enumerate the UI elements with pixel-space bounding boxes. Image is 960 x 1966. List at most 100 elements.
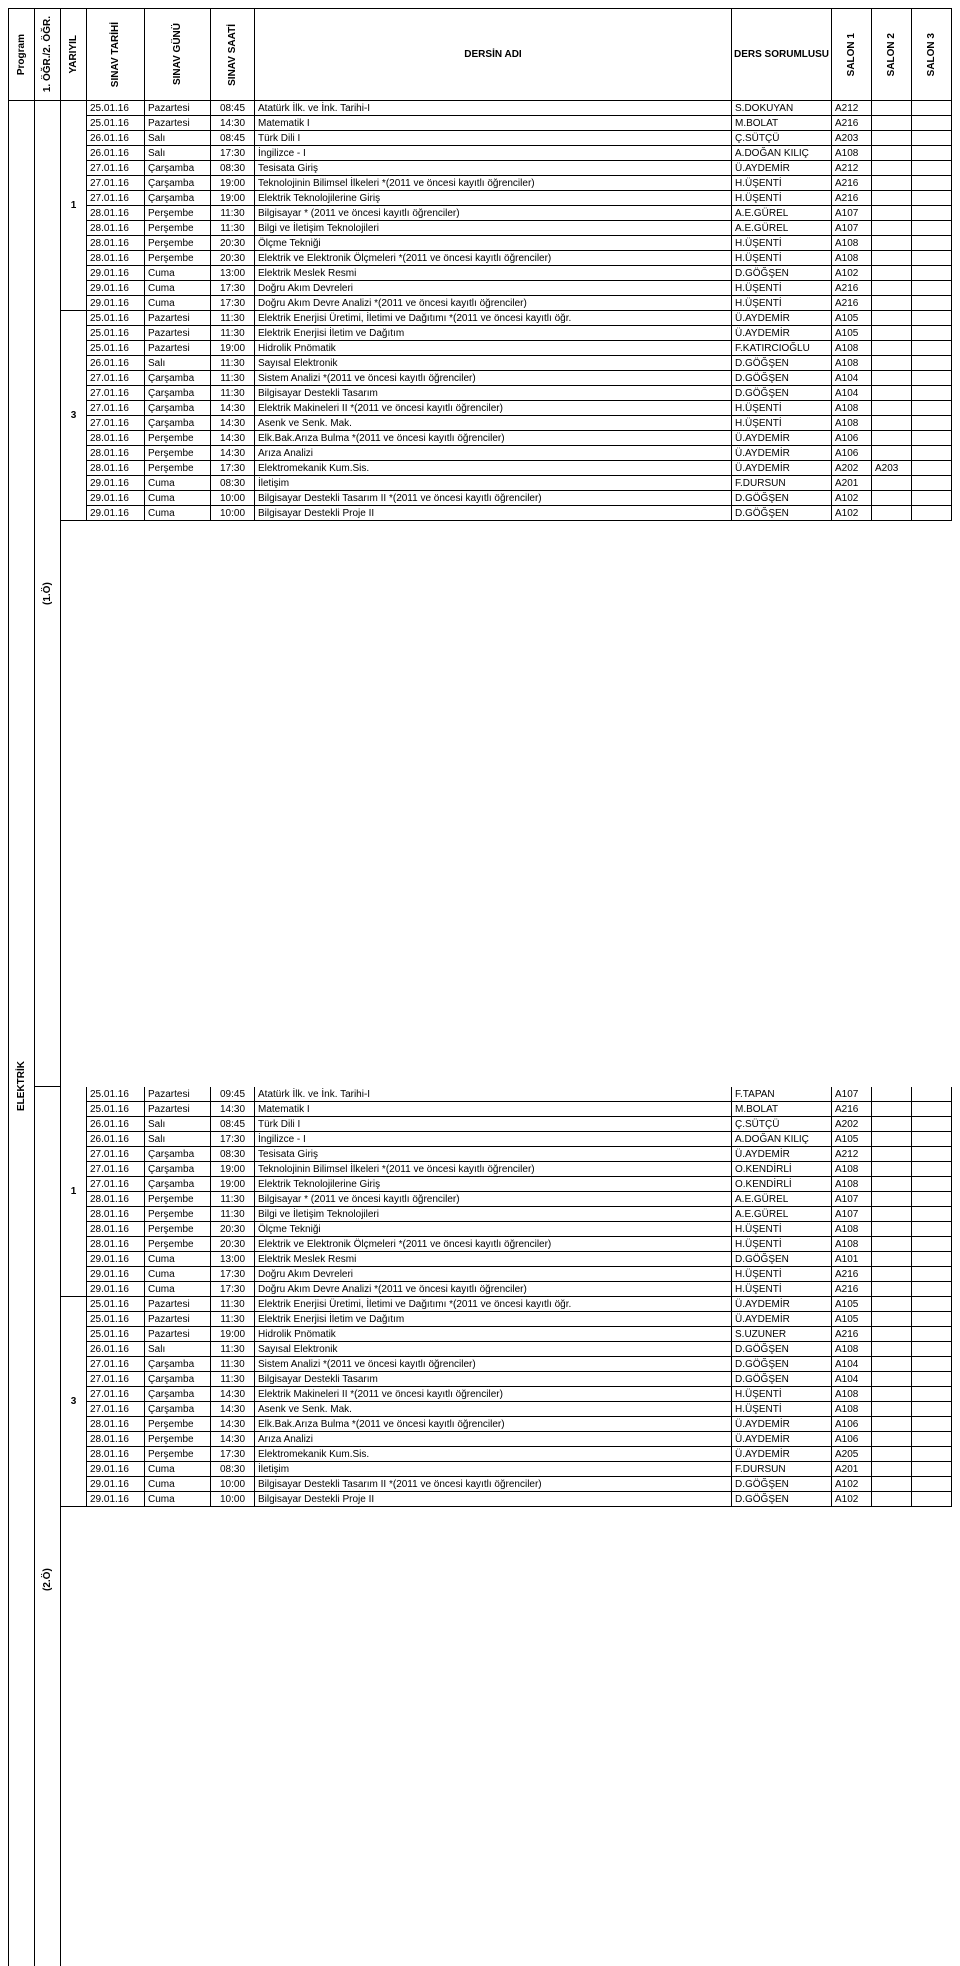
col-sorumlu: DERS SORUMLUSU: [732, 9, 832, 101]
salon2-cell: [872, 1447, 912, 1462]
table-row: 29.01.16Cuma10:00Bilgisayar Destekli Pro…: [87, 506, 952, 521]
salon3-cell: [912, 1087, 952, 1102]
table-row: 25.01.16Pazartesi14:30Matematik IM.BOLAT…: [87, 1102, 952, 1117]
time-cell: 10:00: [211, 506, 255, 521]
table-header: Program 1. ÖĞR./2. ÖĞR. YARIYIL SINAV TA…: [9, 9, 952, 101]
salon3-cell: [912, 1462, 952, 1477]
salon1-cell: A108: [832, 356, 872, 371]
salon2-cell: [872, 1252, 912, 1267]
salon1-cell: A106: [832, 1432, 872, 1447]
instructor-cell: O.KENDİRLİ: [732, 1162, 832, 1177]
salon1-cell: A102: [832, 506, 872, 521]
instructor-cell: H.ÜŞENTİ: [732, 416, 832, 431]
course-cell: Matematik I: [255, 1102, 732, 1117]
instructor-cell: S.UZUNER: [732, 1327, 832, 1342]
course-cell: Türk Dili I: [255, 131, 732, 146]
table-row: 29.01.16Cuma13:00Elektrik Meslek ResmiD.…: [87, 1252, 952, 1267]
group-row: 125.01.16Pazartesi08:45Atatürk İlk. ve İ…: [61, 101, 952, 311]
salon3-cell: [912, 1177, 952, 1192]
instructor-cell: D.GÖĞŞEN: [732, 1357, 832, 1372]
time-cell: 09:45: [211, 1087, 255, 1102]
course-cell: Matematik I: [255, 116, 732, 131]
salon1-cell: A212: [832, 101, 872, 116]
salon1-cell: A105: [832, 1132, 872, 1147]
col-yariyil: YARIYIL: [61, 9, 87, 101]
day-cell: Salı: [145, 356, 211, 371]
salon3-cell: [912, 311, 952, 326]
instructor-cell: D.GÖĞŞEN: [732, 1342, 832, 1357]
salon3-cell: [912, 266, 952, 281]
instructor-cell: A.E.GÜREL: [732, 221, 832, 236]
date-cell: 25.01.16: [87, 341, 145, 356]
table-row: 25.01.16Pazartesi19:00Hidrolik PnömatikS…: [87, 1327, 952, 1342]
salon3-cell: [912, 1447, 952, 1462]
course-cell: Tesisata Giriş: [255, 161, 732, 176]
table-row: 29.01.16Cuma17:30Doğru Akım Devre Analiz…: [87, 296, 952, 311]
instructor-cell: H.ÜŞENTİ: [732, 176, 832, 191]
day-cell: Cuma: [145, 1252, 211, 1267]
time-cell: 14:30: [211, 116, 255, 131]
course-cell: Bilgisayar Destekli Tasarım II *(2011 ve…: [255, 1477, 732, 1492]
salon3-cell: [912, 1252, 952, 1267]
salon1-cell: A216: [832, 1327, 872, 1342]
salon3-cell: [912, 506, 952, 521]
salon3-cell: [912, 476, 952, 491]
time-cell: 14:30: [211, 1387, 255, 1402]
instructor-cell: M.BOLAT: [732, 116, 832, 131]
course-cell: Atatürk İlk. ve İnk. Tarihi-I: [255, 1087, 732, 1102]
day-cell: Cuma: [145, 1282, 211, 1297]
time-cell: 11:30: [211, 1207, 255, 1222]
salon2-cell: [872, 416, 912, 431]
instructor-cell: D.GÖĞŞEN: [732, 371, 832, 386]
time-cell: 17:30: [211, 281, 255, 296]
instructor-cell: H.ÜŞENTİ: [732, 1387, 832, 1402]
instructor-cell: D.GÖĞŞEN: [732, 506, 832, 521]
time-cell: 17:30: [211, 1132, 255, 1147]
instructor-cell: H.ÜŞENTİ: [732, 191, 832, 206]
instructor-cell: A.E.GÜREL: [732, 1207, 832, 1222]
day-cell: Perşembe: [145, 206, 211, 221]
salon3-cell: [912, 341, 952, 356]
course-cell: Elektrik Makineleri II *(2011 ve öncesi …: [255, 1387, 732, 1402]
salon3-cell: [912, 446, 952, 461]
salon2-cell: [872, 131, 912, 146]
day-cell: Cuma: [145, 1477, 211, 1492]
table-row: 28.01.16Perşembe14:30Arıza AnaliziÜ.AYDE…: [87, 1432, 952, 1447]
date-cell: 28.01.16: [87, 206, 145, 221]
salon2-cell: [872, 1477, 912, 1492]
salon2-cell: [872, 1402, 912, 1417]
day-cell: Perşembe: [145, 1417, 211, 1432]
table-row: 25.01.16Pazartesi09:45Atatürk İlk. ve İn…: [87, 1087, 952, 1102]
course-cell: Elektromekanik Kum.Sis.: [255, 1447, 732, 1462]
time-cell: 11:30: [211, 1342, 255, 1357]
instructor-cell: Ü.AYDEMİR: [732, 311, 832, 326]
instructor-cell: Ü.AYDEMİR: [732, 1297, 832, 1312]
time-cell: 11:30: [211, 1297, 255, 1312]
day-cell: Pazartesi: [145, 1297, 211, 1312]
table-row: 27.01.16Çarşamba11:30Sistem Analizi *(20…: [87, 371, 952, 386]
table-row: 28.01.16Perşembe17:30Elektromekanik Kum.…: [87, 461, 952, 476]
ogr-cell: (2.Ö): [35, 1087, 61, 1966]
salon2-cell: [872, 1492, 912, 1507]
salon1-cell: A108: [832, 146, 872, 161]
date-cell: 28.01.16: [87, 1447, 145, 1462]
salon2-cell: [872, 296, 912, 311]
salon3-cell: [912, 161, 952, 176]
table-row: 28.01.16Perşembe14:30Elk.Bak.Arıza Bulma…: [87, 1417, 952, 1432]
time-cell: 19:00: [211, 191, 255, 206]
date-cell: 29.01.16: [87, 491, 145, 506]
salon1-cell: A107: [832, 1207, 872, 1222]
salon1-cell: A216: [832, 116, 872, 131]
instructor-cell: Ü.AYDEMİR: [732, 1447, 832, 1462]
course-cell: Doğru Akım Devreleri: [255, 281, 732, 296]
course-cell: Türk Dili I: [255, 1117, 732, 1132]
salon2-cell: [872, 1387, 912, 1402]
date-cell: 28.01.16: [87, 251, 145, 266]
salon3-cell: [912, 116, 952, 131]
table-row: 26.01.16Salı11:30Sayısal ElektronikD.GÖĞ…: [87, 1342, 952, 1357]
day-cell: Pazartesi: [145, 326, 211, 341]
day-cell: Salı: [145, 131, 211, 146]
time-cell: 11:30: [211, 1192, 255, 1207]
salon1-cell: A102: [832, 1492, 872, 1507]
time-cell: 08:30: [211, 1147, 255, 1162]
